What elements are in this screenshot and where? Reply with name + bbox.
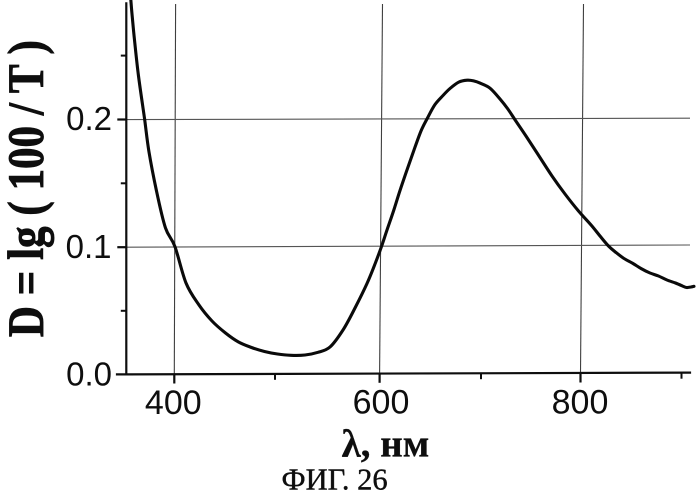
svg-text:0.2: 0.2 [66,100,112,137]
svg-text:0.0: 0.0 [66,355,112,392]
svg-text:600: 600 [353,383,410,421]
svg-text:800: 800 [552,383,609,421]
svg-text:D = lg ( 100 / T ): D = lg ( 100 / T ) [0,40,55,337]
svg-text:0.1: 0.1 [66,228,112,265]
svg-text:400: 400 [145,384,202,422]
svg-text:λ, нм: λ, нм [342,423,430,466]
svg-text:ФИГ. 26: ФИГ. 26 [282,463,388,497]
